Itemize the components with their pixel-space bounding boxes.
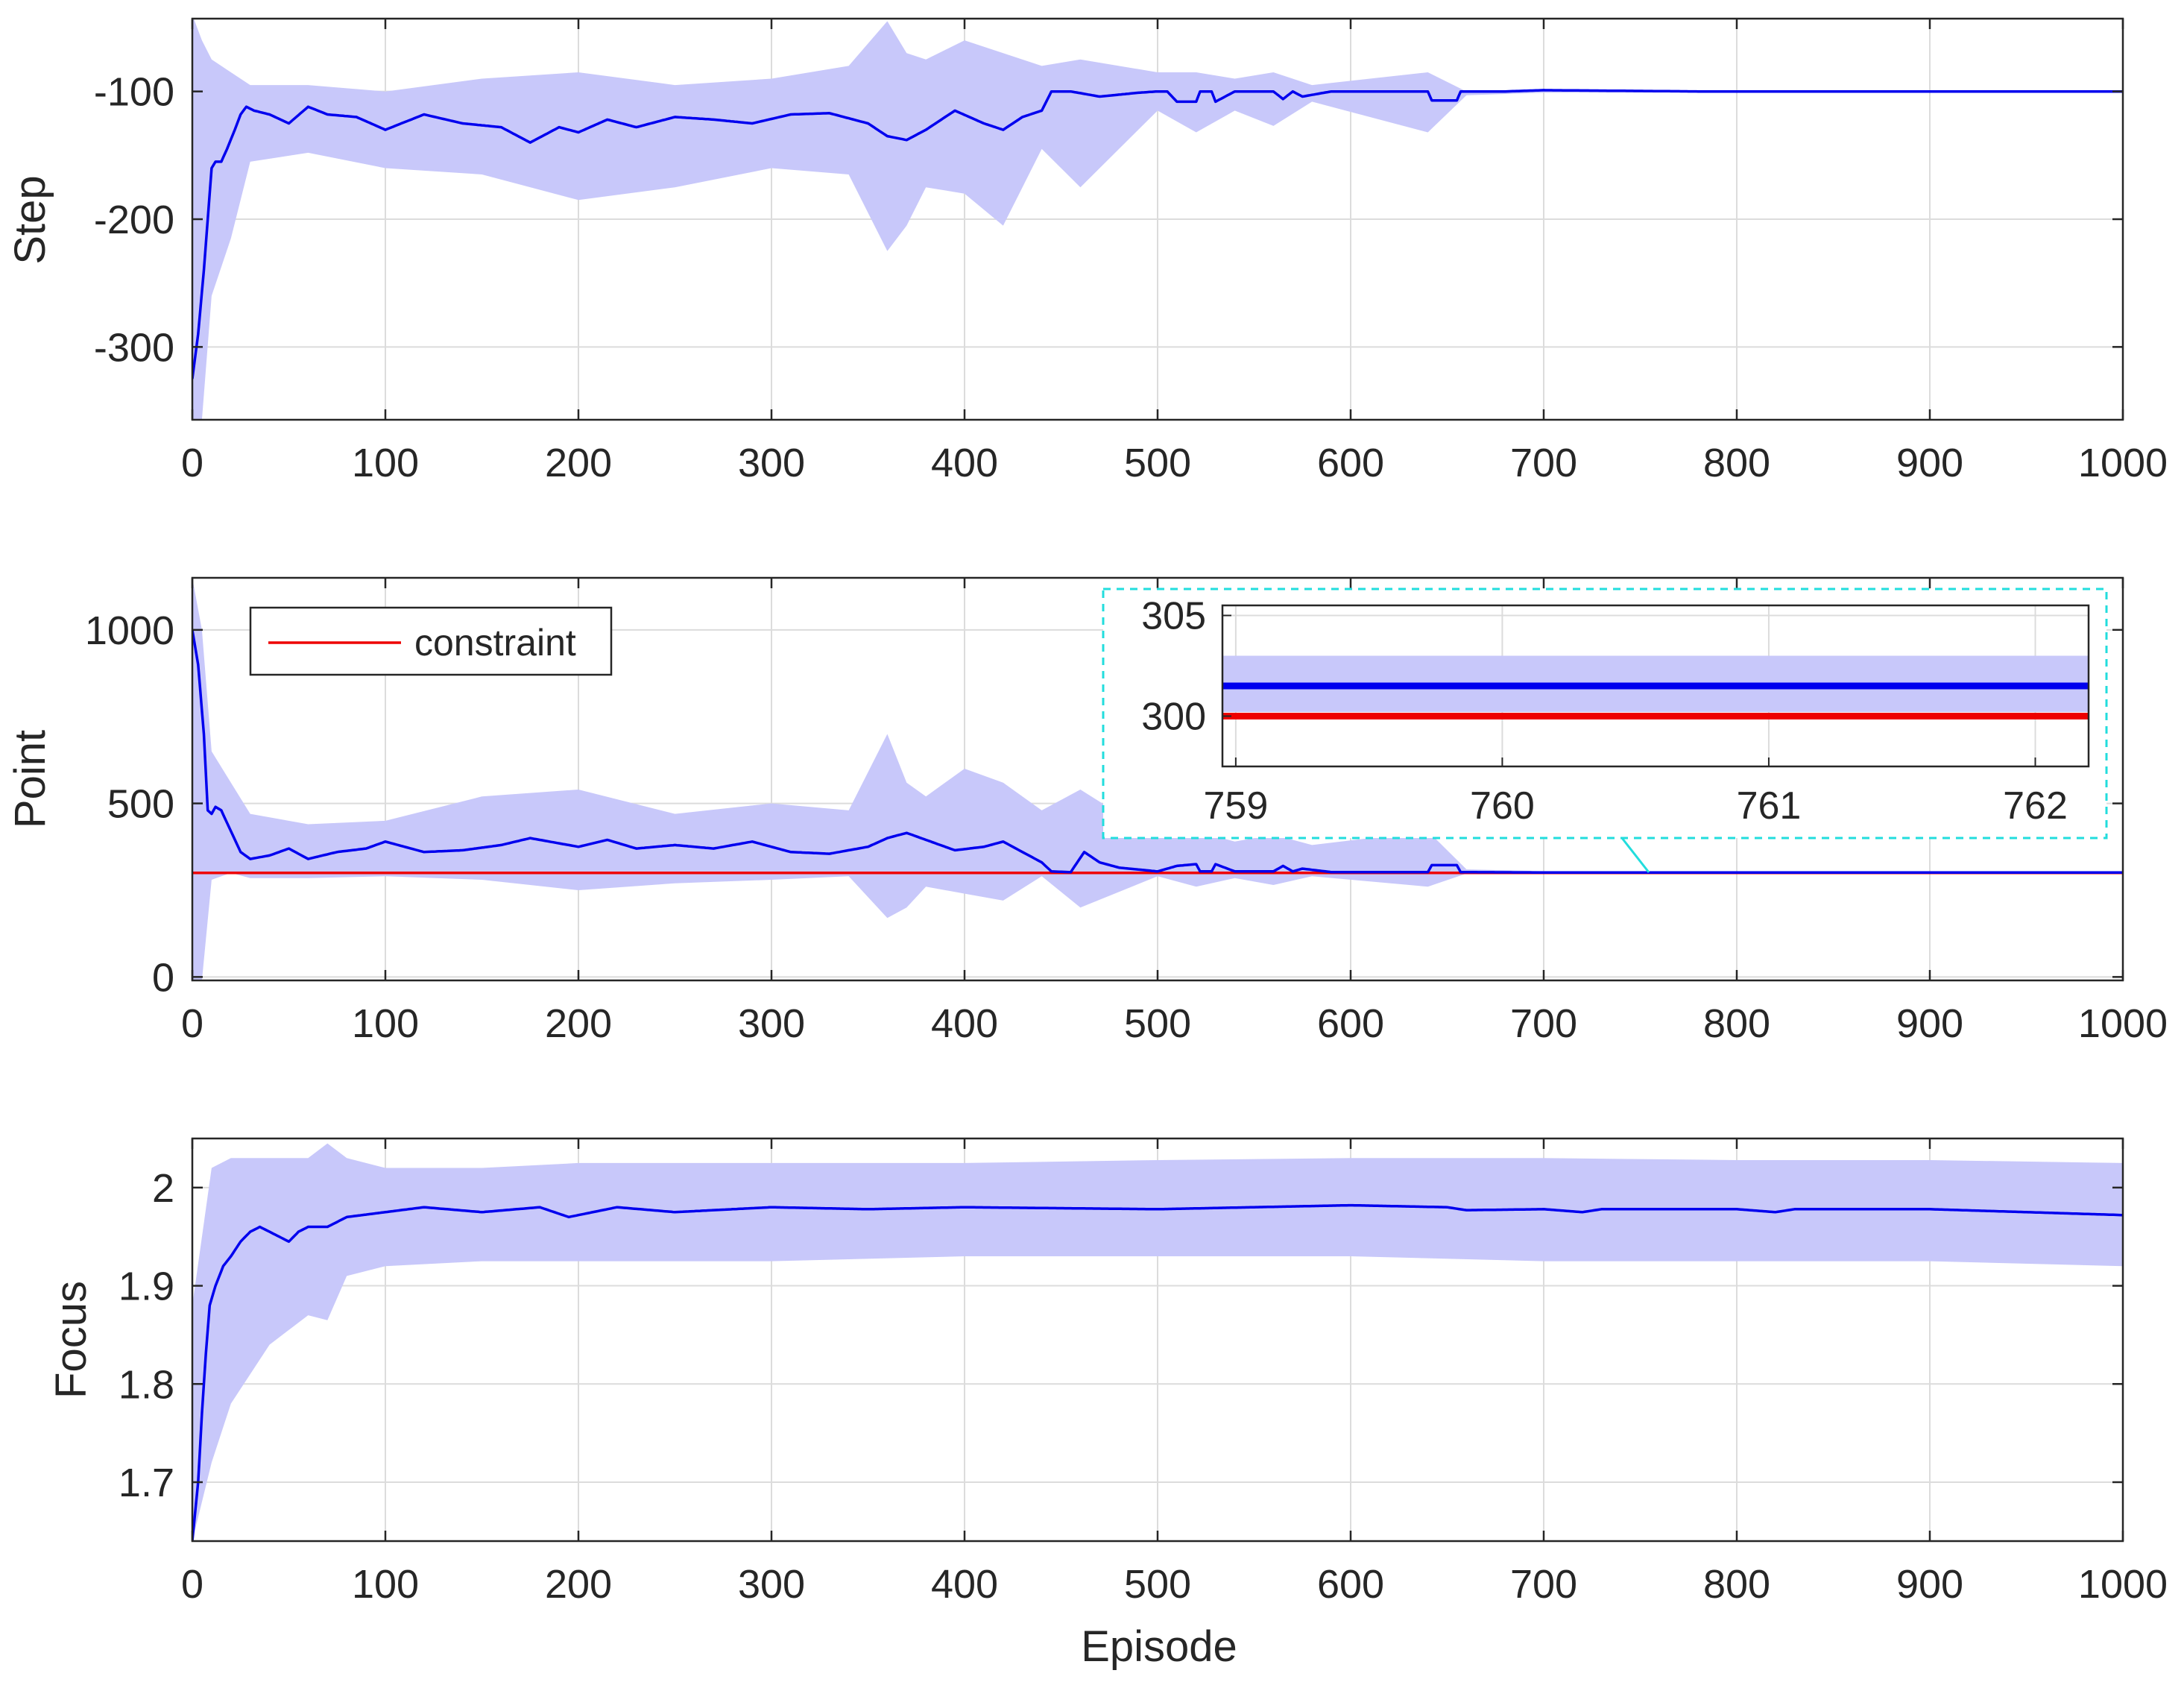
mean-line — [192, 1203, 2123, 1541]
panel-focus: 0 100 200 300 400 500 600 700 800 900 1000 2 1.9 1.8 1… — [119, 1137, 2168, 1607]
plot-area — [192, 19, 2123, 420]
x-tick-label: 0 — [181, 1001, 203, 1046]
y-tick-label: -100 — [94, 70, 174, 115]
x-tick-label: 200 — [545, 1001, 612, 1046]
ylabel-step: Step — [6, 175, 54, 264]
y-tick-label: 1.7 — [119, 1461, 174, 1505]
inset-y-tick-label: 305 — [1141, 595, 1206, 638]
legend-label-constraint: constraint — [414, 622, 576, 664]
y-tick-label: 1.8 — [119, 1362, 174, 1407]
x-tick-label: 100 — [352, 441, 419, 485]
inset-y-tick-label: 300 — [1141, 696, 1206, 739]
x-tick-label: 900 — [1896, 1562, 1963, 1607]
y-tick-label: 1.9 — [119, 1264, 174, 1309]
x-tick-label: 600 — [1317, 441, 1384, 485]
xlabel-episode: Episode — [1081, 1622, 1237, 1671]
mean-line — [192, 629, 2123, 874]
inset-x-tick-label: 762 — [2003, 784, 2068, 828]
y-tick-label: -300 — [94, 325, 174, 370]
plot-area — [192, 1143, 2123, 1541]
x-tick-label: 800 — [1703, 1001, 1770, 1046]
x-tick-label: 700 — [1510, 441, 1577, 485]
x-tick-label: 900 — [1896, 1001, 1963, 1046]
inset-connector — [1620, 837, 1650, 873]
std-band — [192, 19, 2123, 420]
y-tick-label: 1000 — [85, 608, 174, 653]
panel-step: 0 100 200 300 400 500 600 700 800 900 1000 -100 -200… — [94, 17, 2168, 485]
legend-box — [249, 606, 613, 676]
x-tick-label: 800 — [1703, 1562, 1770, 1607]
panel-point: 0 100 200 300 400 500 600 700 800 900 1000 1000 500 0 — [85, 576, 2168, 1046]
inset-x-tick-label: 759 — [1203, 784, 1268, 828]
inset-x-tick-label: 761 — [1737, 784, 1802, 828]
x-tick-label: 500 — [1124, 1001, 1191, 1046]
x-tick-label: 300 — [738, 441, 805, 485]
y-tick-label: 500 — [107, 782, 174, 827]
inset-x-tick-label: 760 — [1470, 784, 1535, 828]
ylabel-point: Point — [6, 730, 54, 828]
y-tick-label: 2 — [152, 1166, 174, 1211]
x-tick-label: 1000 — [2078, 441, 2168, 485]
x-tick-label: 700 — [1510, 1001, 1577, 1046]
x-tick-label: 500 — [1124, 1562, 1191, 1607]
mean-line — [192, 89, 2123, 379]
x-tick-label: 1000 — [2078, 1001, 2168, 1046]
x-tick-label: 600 — [1317, 1001, 1384, 1046]
x-tick-label: 400 — [931, 1001, 998, 1046]
inset-zoom: 759 760 761 762 305 300 — [1102, 588, 2108, 873]
x-tick-label: 200 — [545, 1562, 612, 1607]
y-tick-label: -200 — [94, 198, 174, 242]
x-tick-label: 400 — [931, 441, 998, 485]
y-tick-label: 0 — [152, 955, 174, 1000]
x-tick-label: 0 — [181, 1562, 203, 1607]
x-tick-label: 700 — [1510, 1562, 1577, 1607]
x-tick-label: 0 — [181, 441, 203, 485]
x-tick-label: 100 — [352, 1001, 419, 1046]
x-tick-label: 600 — [1317, 1562, 1384, 1607]
x-tick-label: 1000 — [2078, 1562, 2168, 1607]
x-tick-label: 100 — [352, 1562, 419, 1607]
plot-area — [192, 578, 2123, 980]
inset-axes-box — [1221, 604, 2090, 768]
std-band — [192, 578, 2123, 980]
x-tick-label: 400 — [931, 1562, 998, 1607]
x-tick-label: 300 — [738, 1001, 805, 1046]
x-tick-label: 200 — [545, 441, 612, 485]
x-tick-label: 800 — [1703, 441, 1770, 485]
x-tick-label: 900 — [1896, 441, 1963, 485]
x-tick-label: 300 — [738, 1562, 805, 1607]
std-band — [192, 1143, 2123, 1541]
ylabel-focus: Focus — [47, 1281, 95, 1399]
legend: constraint — [249, 606, 613, 676]
x-tick-label: 500 — [1124, 441, 1191, 485]
